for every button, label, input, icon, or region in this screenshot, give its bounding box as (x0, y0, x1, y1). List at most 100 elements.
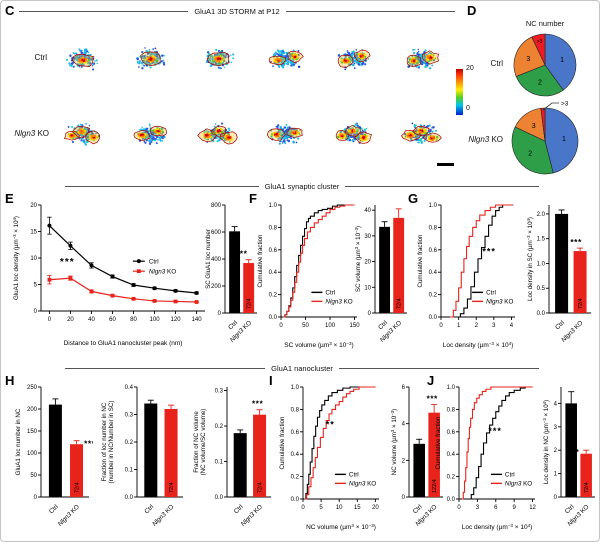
svg-text:40: 40 (88, 317, 95, 323)
svg-text:0.4: 0.4 (291, 452, 300, 458)
svg-text:0.3: 0.3 (125, 413, 134, 419)
svg-text:Loc density (µm−3 × 104): Loc density (µm−3 × 104) (462, 523, 533, 531)
svg-text:72/4: 72/4 (75, 482, 81, 493)
svg-text:20: 20 (67, 317, 74, 323)
colorbar-min-label: 0 (466, 105, 470, 112)
svg-text:>3: >3 (561, 101, 569, 108)
svg-text:1.0: 1.0 (537, 261, 546, 267)
svg-text:200: 200 (211, 284, 222, 290)
svg-text:1.0: 1.0 (429, 203, 438, 209)
storm-image (322, 27, 385, 96)
panel-d-title: NC number (525, 19, 565, 28)
cdf-chart-nc-volume: 0 5 10 15 20 0.0 0.2 0.4 0.6 0.8 1.0 NC volume (µm3… (277, 379, 385, 533)
svg-text:2: 2 (538, 80, 542, 87)
svg-text:***: *** (252, 399, 264, 409)
svg-text:15: 15 (30, 230, 37, 236)
section-sc-line-right (345, 186, 539, 187)
svg-text:Ctrl: Ctrl (227, 319, 239, 331)
svg-text:72/4: 72/4 (258, 482, 264, 493)
svg-text:2: 2 (528, 151, 532, 158)
svg-text:NC volume (µm3 × 10−3): NC volume (µm3 × 10−3) (306, 523, 376, 531)
section-nc-header: GluA1 nanocluster (65, 364, 540, 373)
svg-text:0.2: 0.2 (125, 440, 134, 446)
svg-text:0.6: 0.6 (269, 248, 278, 254)
intensity-colorbar (456, 69, 463, 115)
svg-text:0: 0 (554, 495, 558, 501)
svg-text:64/3: 64/3 (569, 482, 575, 493)
svg-text:0.8: 0.8 (269, 225, 278, 231)
colorbar-max-label: 20 (466, 65, 474, 72)
svg-text:0.4: 0.4 (447, 452, 456, 458)
svg-text:0.0: 0.0 (269, 315, 278, 321)
svg-text:121/3: 121/3 (417, 479, 423, 493)
svg-text:140: 140 (192, 317, 203, 323)
svg-text:Cumulative fraction: Cumulative fraction (279, 416, 286, 470)
pie-row-label-ctrl: Ctrl (490, 59, 503, 68)
bar-chart-loc-density-in-sc: 0.0 0.5 1.0 1.5 2.0 Loc density in SC (µm−3 ×… (525, 197, 595, 355)
svg-text:***: *** (568, 447, 580, 457)
storm-image (51, 27, 114, 96)
svg-text:Ctrl: Ctrl (48, 503, 60, 515)
svg-text:2: 2 (402, 458, 406, 464)
svg-text:5: 5 (319, 505, 323, 511)
svg-text:50: 50 (30, 473, 37, 479)
svg-text:Ctrl: Ctrl (377, 319, 389, 331)
panel-c-label: C (5, 3, 15, 18)
svg-text:10: 10 (30, 256, 37, 262)
svg-text:0.2: 0.2 (291, 475, 300, 481)
svg-text:1: 1 (457, 323, 461, 329)
scale-bar (437, 163, 454, 166)
svg-text:0.0: 0.0 (429, 315, 438, 321)
panel-c-title: GluA1 3D STORM at P12 (194, 7, 280, 16)
svg-text:6: 6 (402, 385, 406, 391)
svg-text:0.3: 0.3 (215, 389, 224, 395)
svg-text:600: 600 (211, 230, 222, 236)
svg-text:0.4: 0.4 (125, 385, 134, 391)
storm-row-label-ctrl: Ctrl (34, 53, 47, 62)
svg-text:100: 100 (27, 451, 38, 457)
pie-row-label-ko: Nlgn3 KO (468, 135, 503, 144)
bar-chart-nc-volume: 0 2 4 6 NC volume (µm3 × 10−3) 121/3 Ctrl 122/4… (389, 379, 447, 539)
svg-text:>3: >3 (537, 39, 543, 45)
svg-text:1.0: 1.0 (291, 385, 300, 391)
svg-text:2: 2 (554, 448, 558, 454)
svg-text:Nlgn3 KO: Nlgn3 KO (151, 503, 175, 527)
section-nc-title: GluA1 nanocluster (271, 364, 333, 373)
svg-text:Nlgn3 KO: Nlgn3 KO (349, 481, 376, 488)
svg-text:***: *** (488, 426, 502, 436)
storm-image (254, 27, 317, 96)
panel-h-label: H (5, 373, 15, 388)
section-sc-title: GluA1 synaptic cluster (264, 182, 340, 191)
storm-image (51, 102, 114, 171)
svg-text:GluA1 loc number in NC: GluA1 loc number in NC (15, 408, 22, 475)
svg-text:0: 0 (34, 309, 38, 315)
svg-text:Cumulative fraction: Cumulative fraction (257, 234, 264, 288)
svg-text:Ctrl: Ctrl (233, 503, 245, 515)
svg-text:0.6: 0.6 (291, 430, 300, 436)
svg-text:9: 9 (512, 505, 516, 511)
svg-text:0: 0 (439, 323, 443, 329)
svg-text:1: 1 (560, 57, 564, 64)
svg-text:Nlgn3 KO: Nlgn3 KO (325, 299, 352, 306)
storm-row-label-ko: Nlgn3 KO (14, 129, 49, 138)
svg-text:Loc density in NC (µm−3 × 104): Loc density in NC (µm−3 × 104) (542, 400, 550, 484)
svg-text:400: 400 (211, 257, 222, 263)
svg-text:Cumulative fraction: Cumulative fraction (417, 234, 424, 288)
svg-text:12: 12 (529, 505, 536, 511)
bar-chart-loc-density-in-nc: 0 1 2 3 4 Loc density in NC (µm−3 × 104) 64/3 C… (541, 379, 599, 539)
svg-text:3: 3 (532, 123, 536, 130)
bar-chart-fraction-nc-volume: 0.0 0.1 0.2 0.3 Fraction of NC volume (NC vol… (191, 379, 275, 539)
bar-chart-sc-volume: 0 10 20 30 40 SC volume (µm3 × 10−3) 64/3 Ctrl 7… (353, 197, 411, 355)
line-chart-loc-density-vs-distance: 0 20 40 60 80 100 120 140 0 5 10 15 20 Distance to Gl… (11, 197, 213, 349)
svg-text:0.0: 0.0 (215, 495, 224, 501)
svg-text:64/3: 64/3 (383, 298, 389, 309)
svg-text:Loc density in SC (µm−3 × 104): Loc density in SC (µm−3 × 104) (526, 217, 534, 301)
storm-image-row-ko (51, 101, 453, 171)
svg-text:Nlgn3 KO: Nlgn3 KO (505, 481, 532, 488)
svg-text:20: 20 (30, 203, 37, 209)
panel-j-label: J (427, 373, 435, 388)
svg-text:Ctrl: Ctrl (349, 472, 359, 479)
svg-text:4: 4 (554, 401, 558, 407)
storm-image (254, 102, 317, 171)
svg-text:64/3: 64/3 (238, 482, 244, 493)
